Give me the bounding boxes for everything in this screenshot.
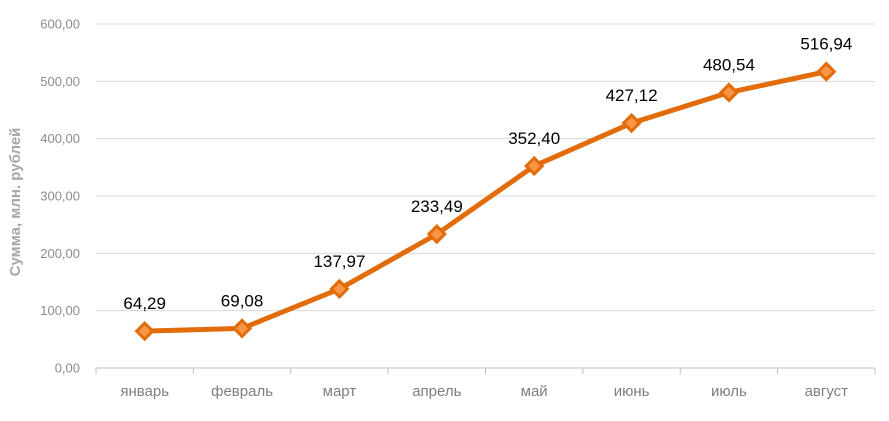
markers <box>134 61 837 342</box>
x-tick-label: апрель <box>412 383 461 400</box>
y-tick-label: 0,00 <box>55 361 80 376</box>
x-tick-label: февраль <box>211 383 273 400</box>
data-label: 137,97 <box>313 252 365 271</box>
data-label: 233,49 <box>411 197 463 216</box>
data-point <box>816 61 837 82</box>
x-tick-label: июнь <box>614 383 650 400</box>
y-tick-label: 400,00 <box>40 131 80 146</box>
x-tick-label: январь <box>120 383 169 400</box>
data-point <box>426 224 447 245</box>
x-tick-label: май <box>521 383 548 400</box>
x-tick-label: август <box>805 383 849 400</box>
y-tick-label: 100,00 <box>40 303 80 318</box>
data-point <box>524 155 545 177</box>
x-tick-label: март <box>323 383 357 400</box>
y-tick-label: 300,00 <box>40 189 80 204</box>
data-labels: 64,29 69,08 137,97 233,49 352,40 427,12 480,54… <box>123 35 852 314</box>
series <box>142 69 829 334</box>
grid-lines <box>96 23 875 369</box>
data-label: 64,29 <box>123 294 166 313</box>
y-tick-labels: 0,00 100,00 200,00 300,00 400,00 500,00 600,00 <box>40 17 80 376</box>
data-point <box>231 318 253 339</box>
y-axis-label: Сумма, млн. рублей <box>7 128 24 277</box>
data-label: 352,40 <box>508 129 560 148</box>
y-tick-label: 500,00 <box>40 74 80 89</box>
data-label: 427,12 <box>606 86 658 105</box>
data-label: 69,08 <box>221 291 264 310</box>
data-point <box>134 321 155 342</box>
data-label: 480,54 <box>703 55 755 74</box>
y-tick-label: 600,00 <box>40 17 80 32</box>
data-point <box>718 82 740 103</box>
series-line <box>142 69 829 334</box>
x-tick-labels: январь февраль март апрель май июнь июль август <box>95 368 876 400</box>
data-point <box>329 278 350 300</box>
y-tick-label: 200,00 <box>40 246 80 261</box>
data-label: 516,94 <box>800 35 852 54</box>
x-tick-label: июль <box>711 383 747 400</box>
data-point <box>621 112 642 134</box>
